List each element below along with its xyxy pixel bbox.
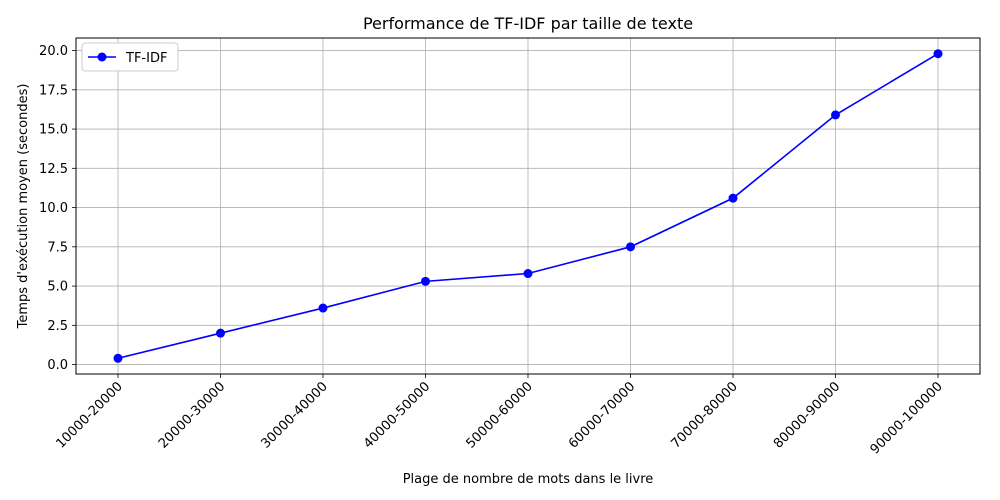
data-point: [113, 353, 123, 363]
data-point: [728, 193, 738, 203]
y-tick-label: 0.0: [47, 358, 68, 373]
y-tick-label: 15.0: [39, 123, 68, 138]
chart-title: Performance de TF-IDF par taille de text…: [363, 14, 693, 33]
legend: TF-IDF: [81, 42, 179, 72]
data-point: [626, 242, 635, 252]
y-tick-label: 20.0: [39, 44, 68, 59]
y-axis: 0.0 2.5 5.0 7.5 10.0 12.5 15.0 17.5 20.0: [39, 44, 76, 373]
y-axis-label: Temps d'exécution moyen (secondes): [16, 84, 31, 330]
y-tick-label: 2.5: [47, 319, 68, 334]
legend-entry-label: TF-IDF: [125, 51, 167, 66]
y-tick-label: 10.0: [39, 201, 68, 216]
data-point: [831, 110, 840, 120]
data-point: [216, 328, 225, 338]
series-layer: [113, 49, 943, 363]
y-tick-label: 17.5: [39, 83, 68, 98]
legend-marker-swatch: [97, 52, 107, 62]
data-point: [933, 49, 943, 59]
data-point: [421, 276, 430, 286]
legend-box: [81, 42, 179, 72]
data-point: [318, 303, 328, 313]
data-point: [523, 269, 533, 279]
y-tick-label: 12.5: [39, 162, 68, 177]
grid: [76, 38, 980, 374]
x-axis-label: Plage de nombre de mots dans le livre: [403, 472, 654, 487]
y-tick-label: 7.5: [47, 240, 68, 255]
y-tick-label: 5.0: [47, 280, 68, 295]
